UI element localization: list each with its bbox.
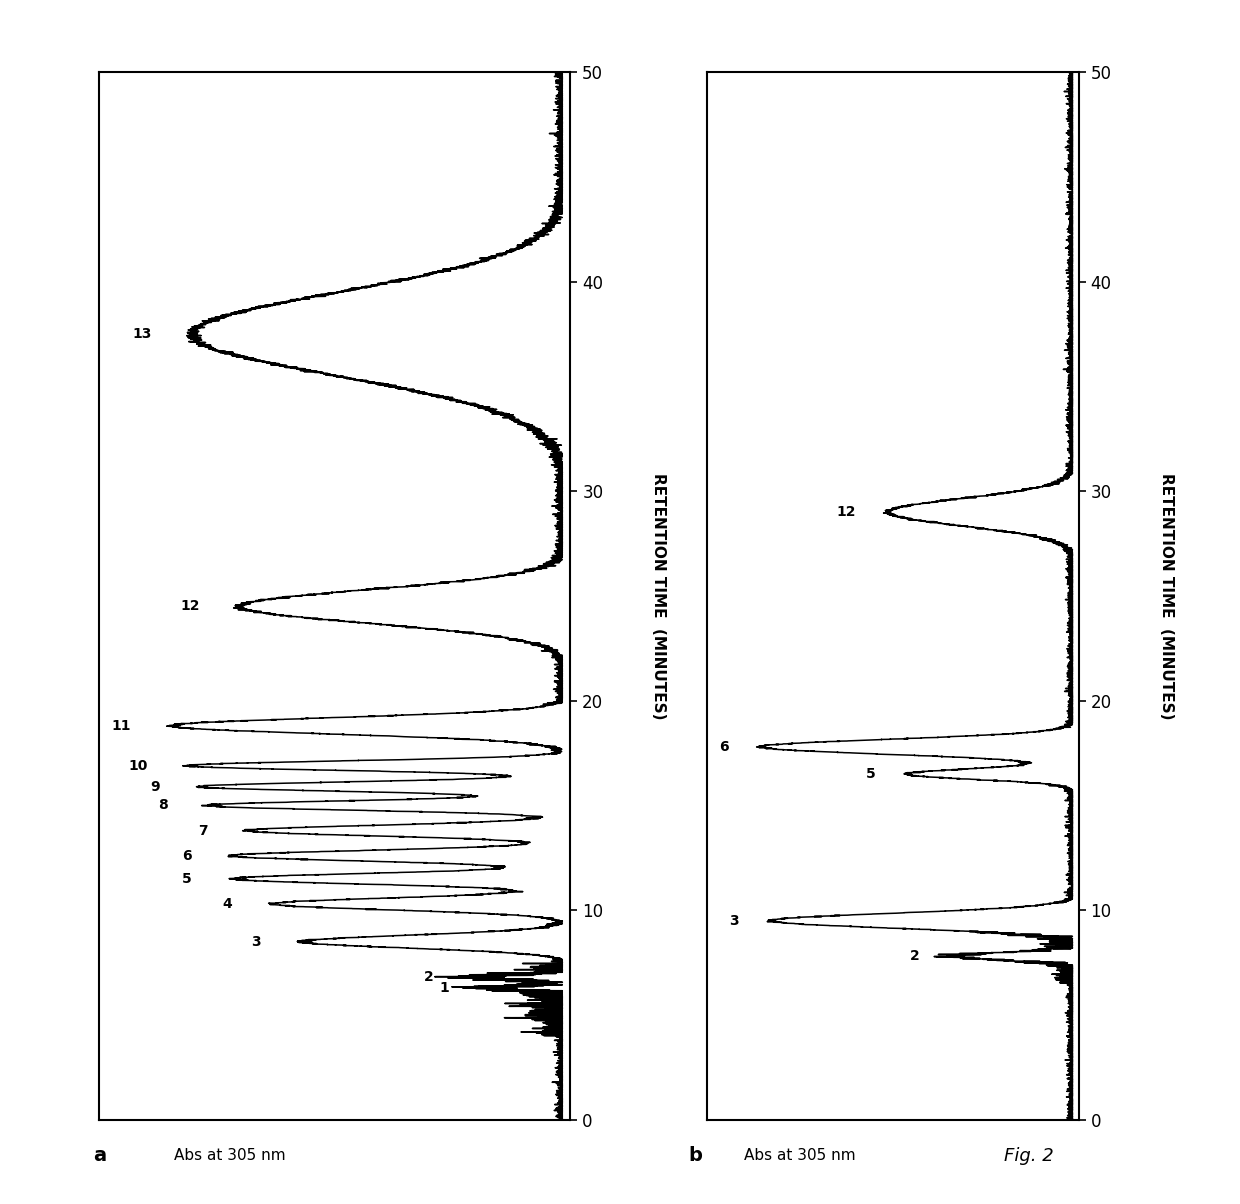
- Text: Abs at 305 nm: Abs at 305 nm: [744, 1149, 856, 1163]
- Text: 9: 9: [150, 780, 160, 793]
- Y-axis label: RETENTION TIME  (MINUTES): RETENTION TIME (MINUTES): [651, 473, 666, 719]
- Text: 6: 6: [719, 739, 729, 754]
- Text: 8: 8: [157, 798, 167, 813]
- Text: 5: 5: [182, 872, 192, 886]
- Text: 12: 12: [837, 506, 857, 519]
- Y-axis label: RETENTION TIME  (MINUTES): RETENTION TIME (MINUTES): [1159, 473, 1174, 719]
- Text: Abs at 305 nm: Abs at 305 nm: [174, 1149, 285, 1163]
- Text: 13: 13: [133, 327, 151, 341]
- Text: 10: 10: [128, 759, 148, 773]
- Text: 1: 1: [440, 981, 450, 995]
- Text: 2: 2: [424, 970, 434, 984]
- Text: 3: 3: [729, 914, 739, 928]
- Text: b: b: [688, 1146, 702, 1165]
- Text: 7: 7: [198, 824, 208, 838]
- Text: 2: 2: [910, 949, 920, 963]
- Text: 12: 12: [180, 600, 200, 614]
- Text: 6: 6: [182, 849, 192, 863]
- Text: Fig. 2: Fig. 2: [1004, 1147, 1054, 1164]
- Text: a: a: [93, 1146, 107, 1165]
- Text: 5: 5: [866, 767, 875, 781]
- Text: 4: 4: [222, 897, 232, 911]
- Text: 3: 3: [250, 934, 260, 949]
- Text: 11: 11: [112, 719, 131, 733]
